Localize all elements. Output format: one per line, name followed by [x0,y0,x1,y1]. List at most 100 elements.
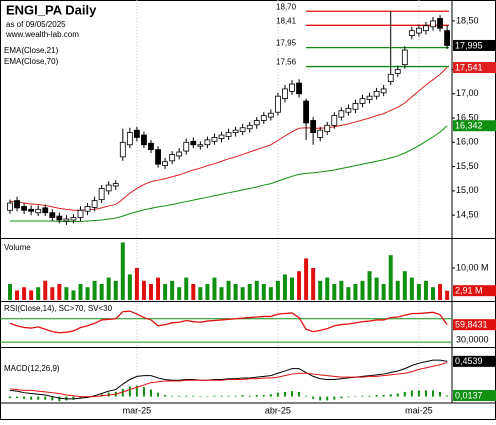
volume-bar [360,280,365,300]
volume-bar [374,277,379,300]
y-tick-label: 14,50 [456,210,479,220]
macd-hist [142,387,145,397]
y-tick-label: 18,50 [456,15,479,25]
y-tick-label: 10,00 M [456,262,489,272]
candle-body [176,151,183,157]
volume-bar [134,268,139,300]
macd-hist [424,390,427,397]
volume-bar [127,274,132,300]
volume-bar [113,280,118,300]
candle-body [7,202,13,211]
candle-body [267,112,274,118]
candle-body [14,200,20,209]
volume-bar [29,290,34,300]
volume-bar [85,287,90,300]
candle-body [366,95,373,100]
candle-body [296,82,302,95]
macd-hist [23,396,26,399]
volume-bar [191,284,196,300]
macd-hist [283,391,286,397]
hist-last: 0,0137 [455,390,483,400]
macd-hist [312,396,315,399]
candle-body [77,209,84,218]
volume-bar [15,290,20,300]
volume-bar [254,280,259,300]
volume-bar [261,284,266,300]
macd-hist [368,395,371,397]
y-tick-label: 16,50 [456,112,479,122]
macd-hist [157,392,160,397]
candle-body [289,83,295,92]
candle-body [387,73,394,83]
volume-bar [247,284,252,300]
candle-body [352,103,359,110]
level-label: 17,95 [276,39,297,48]
volume-bar [423,280,428,300]
candle-body [359,98,366,104]
y-tick-label: 16,00 [456,137,479,147]
macd-hist [213,395,216,397]
macd-hist [403,391,406,397]
candle-body [415,27,422,34]
volume-bar [219,287,224,300]
macd-hist [269,394,272,397]
candle-body [437,18,443,29]
volume-bar [78,284,83,300]
candle-body [310,120,317,134]
volume-bar [233,284,238,300]
volume-bar [304,258,309,300]
candle-body [63,218,70,222]
macd-hist [396,393,399,397]
candle-body [148,142,154,151]
level-label: 17,56 [276,58,297,67]
candle-body [408,30,415,36]
volume-bar [318,280,323,300]
volume-bar [92,280,97,300]
macd-hist [276,392,279,397]
candle-body [331,115,338,126]
macd-hist [375,395,378,397]
ema-last: 17,541 [455,62,483,72]
volume-bar [226,280,231,300]
macd-hist [30,396,33,400]
macd-hist [150,389,152,397]
candle-body [444,30,451,46]
candle-body [21,206,28,211]
volume-bar [198,287,203,300]
macd-hist [262,395,265,397]
legend-entry: EMA(Close,21) [4,46,59,55]
candle-body [49,212,56,218]
volume-bar [367,271,372,300]
macd-hist [206,396,209,398]
macd-hist [220,395,223,397]
x-tick-label: abr-25 [265,405,291,415]
macd-hist [79,396,82,399]
volume-last-box [453,285,496,297]
volume-bar [106,277,111,300]
y-tick-label: 17,00 [456,88,479,98]
level-label: 18,70 [276,2,297,11]
volume-bar [297,271,302,300]
y-tick-label: 15,50 [456,161,479,171]
candle-body [282,88,288,100]
candle-body [239,127,246,133]
macd-hist [58,396,61,402]
chart-title: ENGI_PA Daily [6,2,97,17]
macd-hist [446,395,449,397]
candle-body [197,144,204,147]
candle-body [42,207,49,214]
macd-hist [354,396,357,398]
volume-bar [438,284,443,300]
candle-body [155,149,161,165]
candle-body [423,25,429,32]
volume-bar [282,274,287,300]
volume-bar [388,255,393,300]
macd-hist [410,390,413,397]
macd-hist [432,390,434,397]
macd-hist [227,395,230,397]
candle-body [401,49,408,66]
macd-hist [439,391,442,397]
macd-hist [319,396,322,401]
candle-body [246,124,253,130]
macd-hist [51,396,54,401]
